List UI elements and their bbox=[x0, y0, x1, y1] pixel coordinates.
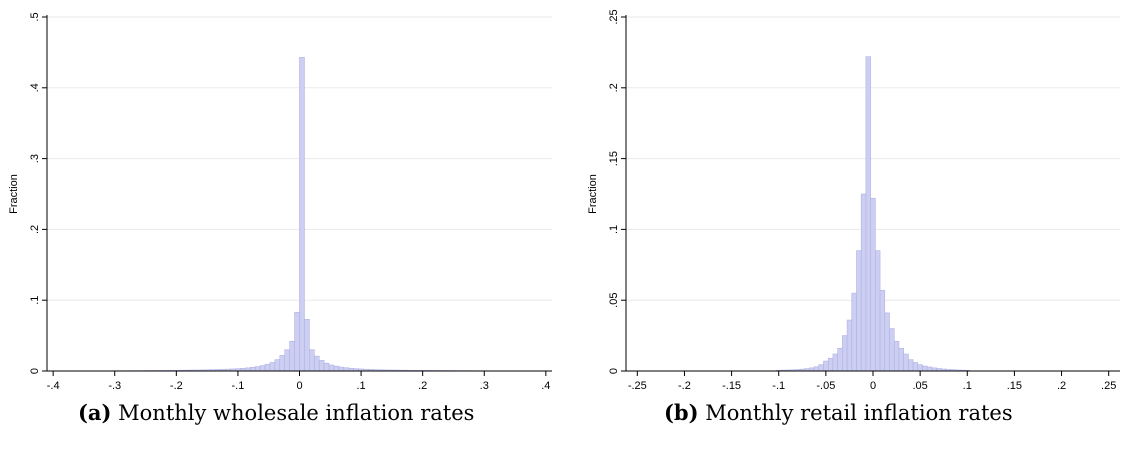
histogram-bar bbox=[818, 364, 824, 372]
histogram-bar bbox=[870, 197, 876, 372]
x-tick-label: -.4 bbox=[47, 380, 60, 392]
histogram-bar bbox=[851, 292, 857, 372]
histogram-bar bbox=[908, 359, 914, 372]
caption-wholesale: (a) Monthly wholesale inflation rates bbox=[78, 400, 474, 425]
x-tick-label: .1 bbox=[356, 380, 365, 392]
histogram-bar bbox=[309, 349, 315, 372]
x-tick-label: .25 bbox=[1101, 380, 1116, 392]
histogram-bar bbox=[264, 364, 271, 372]
caption-text: Monthly wholesale inflation rates bbox=[111, 401, 475, 425]
histogram-panel-wholesale: 0 .1 .2 .3 .4 .5 -.4 -.3 -.2 -.1 0 .1 .2 .3 .4 Fraction bbox=[8, 12, 552, 392]
histogram-bar bbox=[846, 319, 853, 372]
histogram-bar bbox=[813, 366, 820, 372]
x-tick-label: .2 bbox=[1057, 380, 1066, 392]
y-tick-label: .2 bbox=[29, 225, 41, 234]
histogram-bar bbox=[284, 349, 290, 372]
y-tick-label: .15 bbox=[608, 151, 620, 166]
y-tick-label: .1 bbox=[29, 296, 41, 305]
caption-retail: (b) Monthly retail inflation rates bbox=[664, 400, 1013, 425]
histogram-bar bbox=[299, 57, 305, 372]
histogram-bar bbox=[333, 365, 340, 372]
x-tick-label: -.05 bbox=[816, 380, 835, 392]
histogram-bar bbox=[860, 193, 867, 372]
histogram-bar bbox=[875, 250, 881, 372]
y-tick-label: .25 bbox=[608, 9, 620, 24]
histogram-bar bbox=[856, 250, 862, 372]
histogram-bar bbox=[259, 365, 266, 372]
caption-tag: (b) bbox=[664, 400, 699, 425]
histogram-bar bbox=[917, 364, 923, 372]
x-tick-label: .05 bbox=[912, 380, 927, 392]
histogram-bar bbox=[837, 348, 843, 372]
histogram-bar bbox=[889, 328, 895, 372]
y-tick-label: .05 bbox=[608, 293, 620, 308]
histogram-bar bbox=[827, 357, 834, 372]
x-tick-label: -.15 bbox=[722, 380, 741, 392]
y-tick-label: 0 bbox=[608, 368, 620, 374]
histogram-bar bbox=[922, 365, 928, 372]
histogram-bar bbox=[313, 355, 320, 372]
histogram-bar bbox=[823, 360, 829, 372]
x-tick-label: 0 bbox=[296, 380, 302, 392]
histogram-bar bbox=[304, 319, 310, 372]
histogram-bar bbox=[279, 355, 286, 372]
x-tick-label: -.1 bbox=[772, 380, 785, 392]
x-tick-label: .1 bbox=[963, 380, 972, 392]
histogram-bar bbox=[865, 56, 871, 372]
histogram-bar bbox=[884, 312, 890, 372]
histogram-bar bbox=[893, 340, 900, 372]
x-tick-label: .4 bbox=[541, 380, 550, 392]
x-tick-label: -.2 bbox=[170, 380, 183, 392]
y-tick-label: .4 bbox=[29, 83, 41, 92]
histogram-bar bbox=[318, 360, 325, 372]
caption-tag: (a) bbox=[78, 400, 112, 425]
y-tick-label: .3 bbox=[29, 154, 41, 163]
x-tick-label: .15 bbox=[1007, 380, 1022, 392]
y-axis-title: Fraction bbox=[587, 174, 599, 214]
histogram-bar bbox=[323, 362, 330, 372]
histogram-bar bbox=[289, 340, 295, 372]
y-tick-label: 0 bbox=[29, 368, 41, 374]
histogram-bar bbox=[898, 348, 904, 372]
histogram-bar bbox=[903, 353, 909, 372]
histogram-bar bbox=[294, 311, 300, 372]
x-tick-label: -.1 bbox=[231, 380, 244, 392]
y-tick-label: .2 bbox=[608, 83, 620, 92]
histogram-bar bbox=[338, 366, 345, 372]
histogram-panel-retail: 0 .05 .1 .15 .2 .25 -.25 -.2 -.15 -.1 -.05 0 .05 .1 .1… bbox=[587, 9, 1120, 392]
histogram-bar bbox=[269, 362, 276, 372]
x-tick-label: -.25 bbox=[628, 380, 647, 392]
histogram-bar bbox=[879, 289, 886, 372]
histogram-bar bbox=[912, 362, 919, 372]
histogram-bar bbox=[842, 335, 848, 372]
x-tick-label: .3 bbox=[480, 380, 489, 392]
y-tick-label: .5 bbox=[29, 12, 41, 21]
histogram-bar bbox=[832, 353, 838, 372]
histogram-bar bbox=[328, 364, 335, 372]
x-tick-label: .2 bbox=[418, 380, 427, 392]
histogram-bar bbox=[249, 367, 256, 372]
x-tick-label: -.2 bbox=[678, 380, 691, 392]
y-axis-title: Fraction bbox=[8, 174, 20, 214]
histogram-bar bbox=[274, 359, 281, 372]
histogram-bar bbox=[926, 366, 933, 372]
x-tick-label: -.3 bbox=[108, 380, 121, 392]
histogram-bar bbox=[254, 366, 261, 372]
x-tick-label: 0 bbox=[870, 380, 876, 392]
caption-text: Monthly retail inflation rates bbox=[698, 401, 1013, 425]
y-tick-label: .1 bbox=[608, 225, 620, 234]
